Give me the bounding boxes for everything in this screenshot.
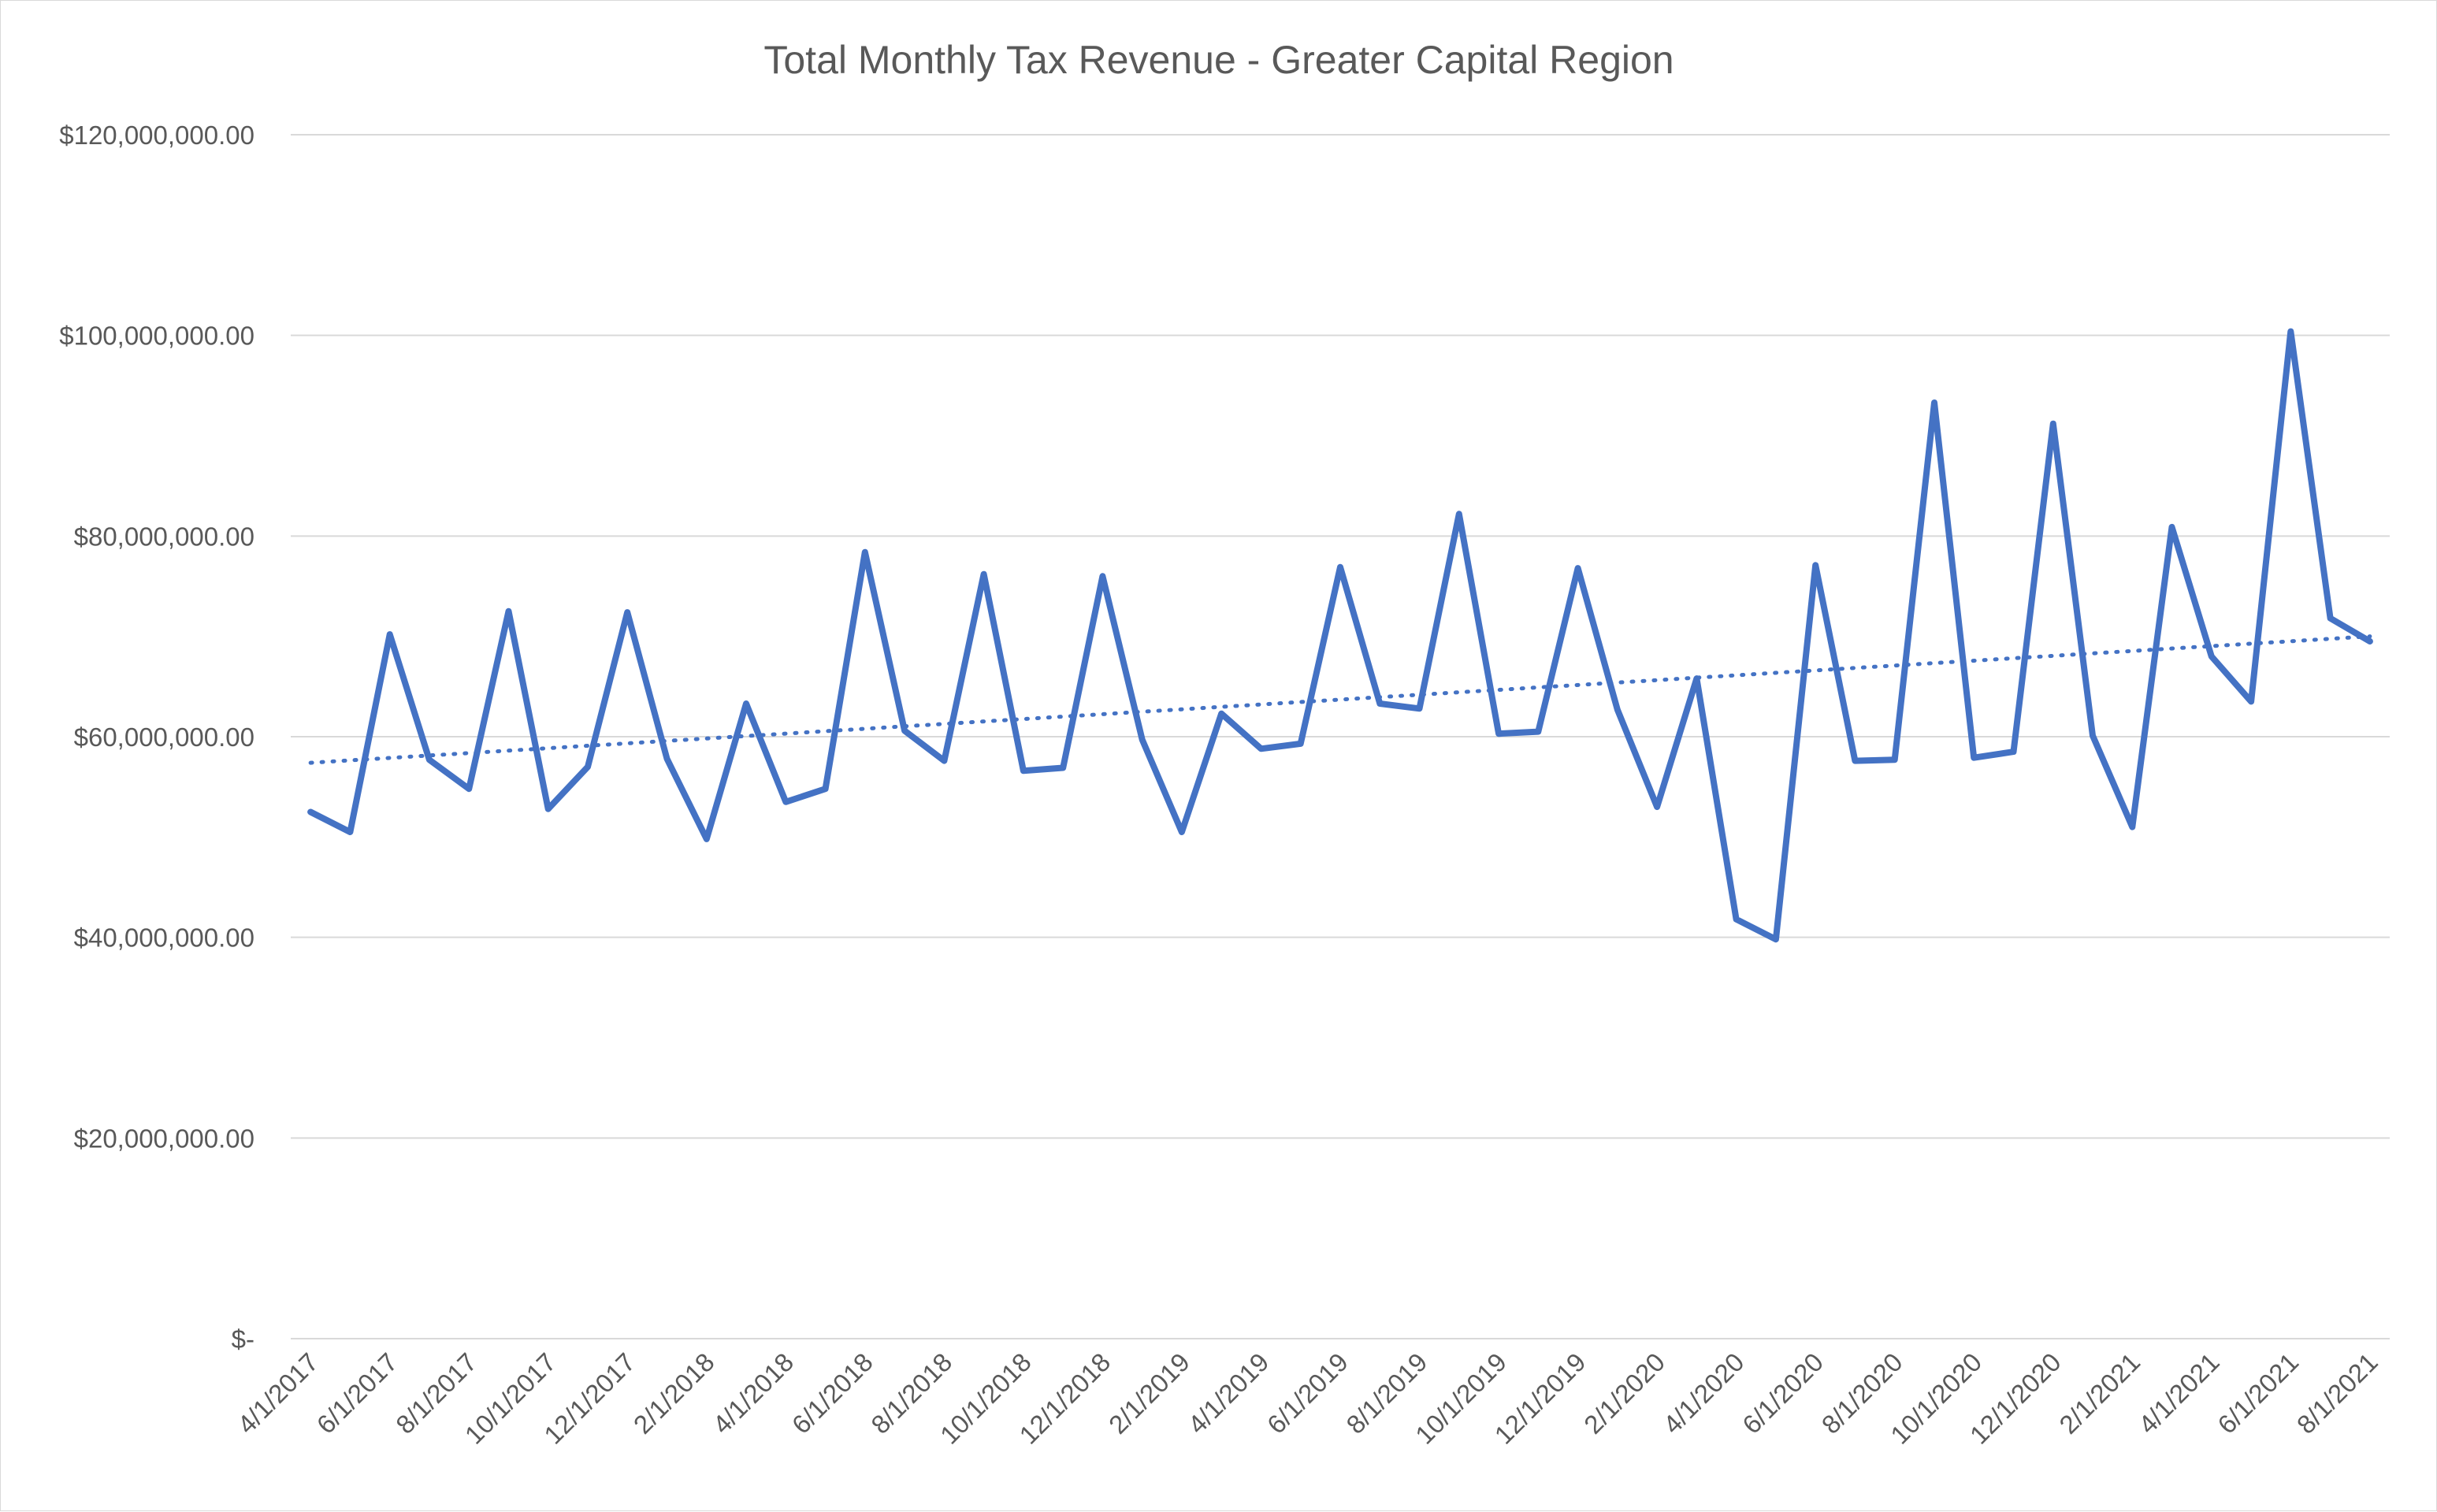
data-point [1495,730,1502,737]
data-point [1139,737,1146,743]
data-point [1812,562,1818,568]
data-point [1456,511,1462,517]
data-point [505,608,511,615]
x-tick-label: 2/1/2019 [1103,1347,1195,1440]
data-point [1417,705,1423,711]
data-point [1060,764,1066,771]
y-tick-label: $100,000,000.00 [59,321,254,351]
data-point [387,631,393,637]
data-point [2169,524,2175,530]
x-tick-label: 2/1/2021 [2053,1347,2145,1440]
data-point [2327,615,2334,622]
data-point [941,758,947,764]
data-point [782,799,789,805]
data-point [2367,638,2373,645]
data-point [1971,755,1977,761]
y-tick-label: $120,000,000.00 [59,121,254,150]
data-point [664,756,671,762]
chart-title: Total Monthly Tax Revenue - Greater Capi… [763,38,1674,82]
x-tick-label: 6/1/2017 [311,1347,403,1440]
data-point [1020,767,1027,774]
data-point [901,727,908,734]
x-tick-label: 4/1/2019 [1182,1347,1274,1440]
y-tick-label: $40,000,000.00 [74,923,254,953]
data-point [307,809,314,815]
data-point [704,836,710,842]
data-point [1535,729,1541,735]
data-point [1614,707,1621,713]
x-tick-label: 6/1/2021 [2212,1347,2304,1440]
x-tick-label: 2/1/2018 [628,1347,720,1440]
data-point [1773,936,1779,942]
data-point [2050,421,2056,427]
data-point [1376,700,1383,707]
data-point [1218,711,1224,717]
x-tick-label: 2/1/2020 [1578,1347,1670,1440]
x-tick-label: 4/1/2020 [1658,1347,1750,1440]
data-point [426,756,433,763]
data-point [1931,399,1937,406]
series-line [307,328,2373,943]
data-point [862,549,868,555]
y-axis-tick-labels: $- $20,000,000.00 $40,000,000.00 $60,000,00… [59,121,254,1354]
y-tick-label: $- [232,1324,254,1354]
data-point [823,786,829,792]
y-tick-label: $60,000,000.00 [74,723,254,752]
data-point [1099,573,1105,579]
data-point [1298,741,1304,747]
data-point [2248,698,2254,704]
x-tick-label: 4/1/2018 [707,1347,799,1440]
data-point [1654,804,1660,810]
data-point [545,806,552,812]
data-point [1892,756,1898,763]
gridlines [291,134,2390,1339]
data-point [347,829,353,835]
data-point [1852,758,1858,764]
x-tick-label: 8/1/2021 [2291,1347,2383,1440]
y-tick-label: $80,000,000.00 [74,522,254,551]
data-point [2010,749,2016,755]
series-layer [307,328,2373,943]
data-point [1693,675,1700,682]
data-point [2129,824,2135,830]
data-point [1258,745,1264,752]
data-point [585,763,591,770]
x-axis-tick-labels: 4/1/20176/1/20178/1/201710/1/201712/1/20… [232,1347,2383,1450]
data-point [1733,916,1740,923]
x-tick-label: 6/1/2019 [1261,1347,1354,1440]
data-point [981,571,987,578]
y-tick-label: $20,000,000.00 [74,1124,254,1153]
data-points [307,329,2373,943]
x-tick-label: 4/1/2017 [232,1347,324,1440]
data-point [624,609,630,615]
data-point [2287,329,2294,335]
data-point [1337,564,1343,570]
data-point [2209,653,2215,659]
data-point [2090,733,2096,739]
x-tick-label: 6/1/2020 [1737,1347,1829,1440]
x-tick-label: 4/1/2021 [2133,1347,2225,1440]
data-point [466,786,472,792]
x-tick-label: 6/1/2018 [786,1347,879,1440]
data-point [1575,565,1581,571]
data-point [1179,829,1185,835]
data-point [743,700,749,707]
